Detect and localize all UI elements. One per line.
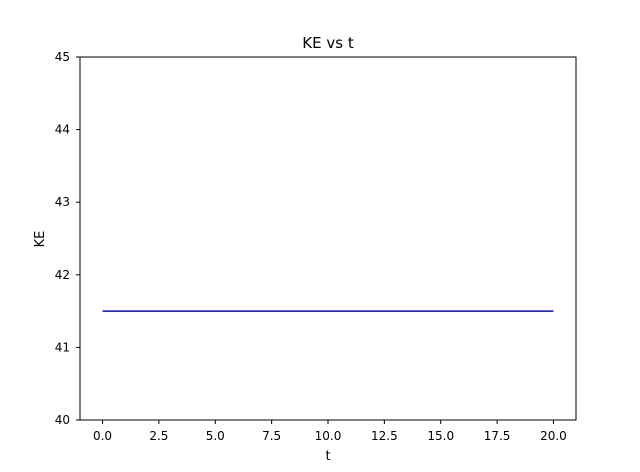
x-tick-label: 2.5 bbox=[149, 429, 168, 443]
x-tick-label: 20.0 bbox=[540, 429, 567, 443]
y-tick-label: 40 bbox=[55, 413, 70, 427]
x-tick-label: 7.5 bbox=[262, 429, 281, 443]
y-axis-ticks: 40 41 42 43 44 45 bbox=[55, 50, 80, 427]
y-tick-label: 43 bbox=[55, 195, 70, 209]
y-tick-label: 44 bbox=[55, 123, 70, 137]
x-tick-label: 10.0 bbox=[315, 429, 342, 443]
x-tick-label: 5.0 bbox=[206, 429, 225, 443]
x-tick-label: 17.5 bbox=[484, 429, 511, 443]
y-tick-label: 42 bbox=[55, 268, 70, 282]
y-axis-label: KE bbox=[33, 231, 48, 248]
chart-title: KE vs t bbox=[302, 34, 354, 52]
y-tick-label: 45 bbox=[55, 50, 70, 64]
x-tick-label: 15.0 bbox=[427, 429, 454, 443]
y-tick-label: 41 bbox=[55, 340, 70, 354]
x-axis-label: t bbox=[325, 449, 330, 464]
x-axis-ticks: 0.0 2.5 5.0 7.5 10.0 12.5 15.0 17.5 20.0 bbox=[93, 420, 567, 443]
x-tick-label: 12.5 bbox=[371, 429, 398, 443]
x-tick-label: 0.0 bbox=[93, 429, 112, 443]
